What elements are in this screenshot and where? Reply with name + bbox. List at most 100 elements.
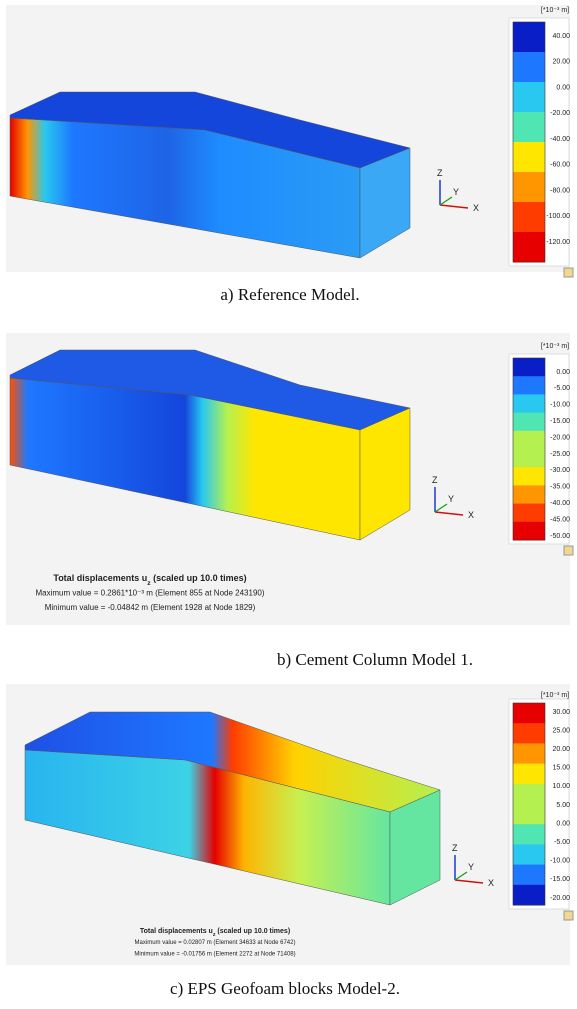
legend-label: 0.00 — [556, 84, 570, 91]
panel-b — [6, 333, 570, 625]
block-end — [389, 789, 441, 906]
legend-label: -5.00 — [554, 385, 570, 392]
triad-x — [454, 879, 484, 884]
info-min: Minimum value = -0.01756 m (Element 2272… — [134, 951, 295, 957]
legend-label: 20.00 — [552, 59, 570, 66]
legend-band — [513, 142, 545, 173]
legend-border — [512, 702, 546, 906]
panel-overlay: 40.00 20.00 0.00 -20.00 -40.00 -60.00 -80.00 -1… — [437, 7, 574, 278]
legend-band — [513, 172, 545, 203]
legend-label: -50.00 — [550, 533, 570, 540]
legend-label: -20.00 — [550, 110, 570, 117]
legend-unit: [*10⁻³ m] — [541, 343, 569, 350]
legend-band — [513, 449, 545, 468]
legend-label: -80.00 — [550, 187, 570, 194]
legend-band — [513, 52, 545, 83]
legend-band — [513, 503, 545, 523]
info-max: Maximum value = 0.02807 m (Element 34633… — [135, 940, 296, 946]
legend-band — [513, 485, 545, 505]
legend-label: -5.00 — [554, 839, 570, 846]
block-end — [359, 407, 411, 541]
triad-y-label: Y — [453, 187, 459, 197]
legend-band — [513, 467, 545, 486]
lock-icon — [563, 910, 574, 921]
triad-x-label: X — [468, 510, 474, 520]
caption: b) Cement Column Model 1. — [277, 650, 473, 669]
legend-label: -25.00 — [550, 451, 570, 458]
legend-label: -45.00 — [550, 516, 570, 523]
info-title-pre: Total displacements u — [140, 928, 213, 935]
panel-a — [6, 5, 570, 272]
legend-label: -30.00 — [550, 467, 570, 474]
panel-overlay: 0.00 -5.00 -10.00 -15.00 -20.00 -25.00 -30.00 -… — [35, 343, 574, 612]
legend-band — [513, 521, 545, 541]
legend-band — [513, 358, 545, 377]
legend-band — [513, 430, 545, 450]
legend-label: -100.00 — [546, 213, 570, 220]
legend-border — [512, 357, 546, 541]
legend-band — [513, 202, 545, 233]
legend-label: 25.00 — [552, 727, 570, 734]
legend-band — [513, 112, 545, 143]
legend-band — [513, 703, 545, 724]
triad-y-label: Y — [448, 494, 454, 504]
legend-band — [513, 743, 545, 765]
triad-x — [439, 204, 469, 209]
legend-label: -40.00 — [550, 136, 570, 143]
legend-band — [513, 824, 545, 845]
legend-label: -20.00 — [550, 895, 570, 902]
triad-y — [454, 871, 468, 881]
legend-label: -10.00 — [550, 402, 570, 409]
legend-band — [513, 22, 545, 53]
triad-y-label: Y — [468, 862, 474, 872]
legend-label: -120.00 — [546, 239, 570, 246]
info-title-post: (scaled up 10.0 times) — [215, 928, 290, 935]
info-title: Total displacements uz (scaled up 10.0 t… — [53, 573, 246, 587]
legend-band — [513, 82, 545, 113]
legend-label: -35.00 — [550, 484, 570, 491]
triad-z-label: Z — [437, 168, 443, 178]
triad-x — [434, 511, 464, 516]
legend-band — [513, 864, 545, 886]
legend-label: 10.00 — [552, 783, 570, 790]
triad-x-label: X — [488, 878, 494, 888]
triad-y — [439, 196, 453, 206]
legend-label: -20.00 — [550, 434, 570, 441]
legend-unit: [*10⁻³ m] — [541, 7, 569, 14]
panel-c — [6, 684, 570, 965]
triad-x-label: X — [473, 203, 479, 213]
legend-border — [512, 21, 546, 263]
legend-label: 30.00 — [552, 709, 570, 716]
legend-band — [513, 884, 545, 906]
legend-label: 0.00 — [556, 369, 570, 376]
info-min: Minimum value = -0.04842 m (Element 1928… — [45, 603, 256, 612]
legend-label: -60.00 — [550, 162, 570, 169]
caption: c) EPS Geofoam blocks Model-2. — [170, 979, 400, 998]
lock-icon — [563, 545, 574, 556]
legend-label: 5.00 — [556, 802, 570, 809]
legend-label: -10.00 — [550, 858, 570, 865]
legend-band — [513, 412, 545, 432]
legend-band — [513, 783, 545, 805]
legend-unit: [*10⁻³ m] — [541, 692, 569, 699]
triad-z-label: Z — [452, 843, 458, 853]
legend-label: 0.00 — [556, 820, 570, 827]
legend-band — [513, 723, 545, 744]
info-title-sub: z — [147, 580, 151, 587]
info-title-post: (scaled up 10.0 times) — [151, 573, 247, 583]
block-end — [359, 147, 411, 259]
legend-label: -15.00 — [550, 418, 570, 425]
info-title-sub: z — [213, 932, 216, 938]
legend-band — [513, 376, 545, 395]
legend-band — [513, 232, 545, 263]
triad-y — [434, 503, 448, 513]
legend-band — [513, 394, 545, 414]
caption: a) Reference Model. — [220, 285, 359, 304]
legend-label: -40.00 — [550, 500, 570, 507]
legend-label: 20.00 — [552, 746, 570, 753]
triad-z-label: Z — [432, 475, 438, 485]
info-max: Maximum value = 0.2861*10⁻³ m (Element 8… — [35, 588, 264, 597]
legend-band — [513, 804, 545, 825]
legend-label: 15.00 — [552, 765, 570, 772]
